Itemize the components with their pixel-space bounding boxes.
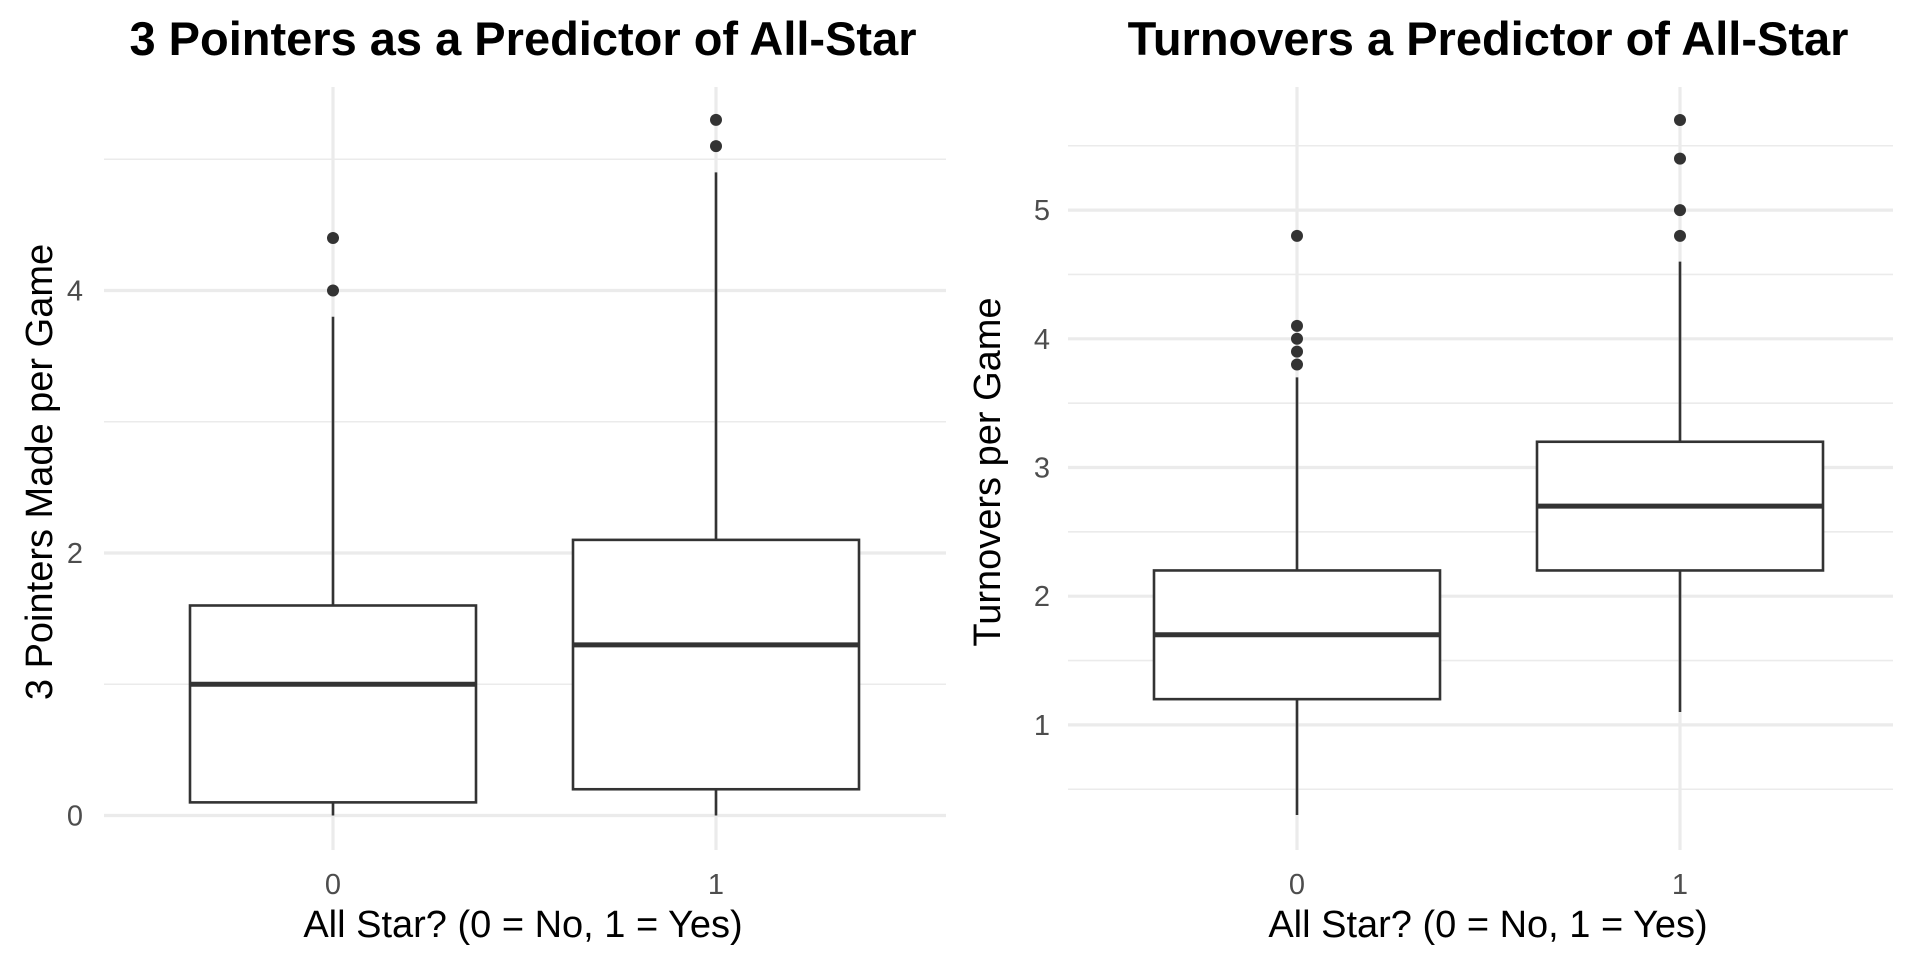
outlier-point: [710, 140, 722, 153]
outlier-point: [1291, 229, 1303, 242]
chart-title: 3 Pointers as a Predictor of All-Star: [129, 12, 916, 65]
panel-turnovers: 1 2 3 4 5 0 1 Turnovers a Predictor of All-Star…: [967, 12, 1893, 946]
x-axis-title: All Star? (0 = No, 1 = Yes): [1268, 904, 1707, 946]
outlier-point: [1674, 152, 1686, 165]
y-tick-label: 4: [67, 276, 83, 308]
x-tick-label: 0: [325, 869, 341, 901]
y-tick-label: 5: [1034, 195, 1050, 227]
chart-title: Turnovers a Predictor of All-Star: [1128, 12, 1849, 65]
y-tick-label: 3: [1034, 453, 1050, 485]
outlier-point: [1674, 229, 1686, 242]
outlier-point: [1291, 332, 1303, 345]
outlier-point: [327, 284, 339, 297]
y-axis-title: Turnovers per Game: [967, 297, 1009, 646]
outlier-point: [1674, 114, 1686, 127]
panel-three-pointers: 0 2 4 0 1 3 Pointers as a Predictor of All-St…: [19, 12, 946, 946]
x-axis-title: All Star? (0 = No, 1 = Yes): [303, 904, 742, 946]
y-tick-label: 0: [67, 801, 83, 833]
iqr-box: [571, 538, 861, 791]
y-tick-label: 2: [1034, 581, 1050, 613]
outlier-point: [1674, 204, 1686, 217]
outlier-point: [1291, 358, 1303, 371]
outlier-point: [710, 113, 722, 126]
y-tick-label: 2: [67, 538, 83, 570]
x-tick-label: 0: [1289, 869, 1305, 901]
y-axis-title: 3 Pointers Made per Game: [19, 244, 61, 700]
outlier-point: [1291, 345, 1303, 358]
outlier-point: [327, 232, 339, 244]
iqr-box: [188, 604, 478, 804]
y-tick-label: 4: [1034, 324, 1050, 356]
outlier-point: [1291, 319, 1303, 332]
y-tick-label: 1: [1034, 710, 1050, 742]
x-tick-label: 1: [1672, 869, 1688, 901]
x-tick-label: 1: [708, 869, 724, 901]
